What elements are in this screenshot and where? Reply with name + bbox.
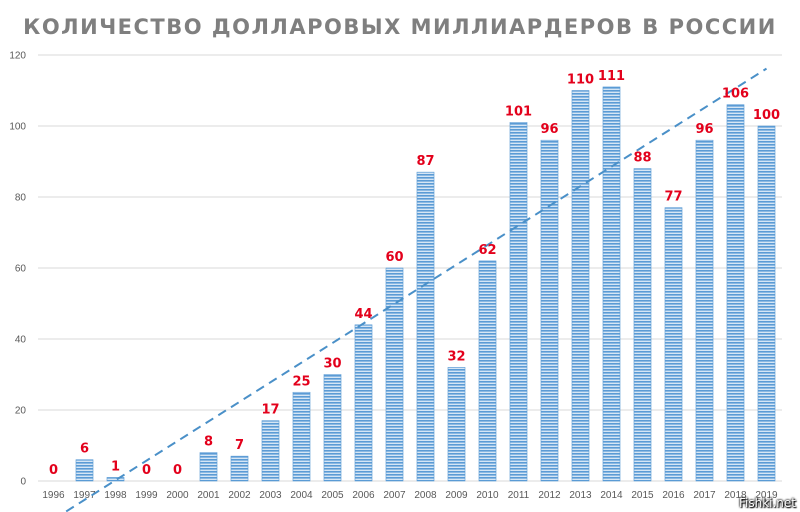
x-tick-label: 2007 [383, 490, 406, 501]
x-tick-label: 2008 [414, 490, 437, 501]
data-label: 6 [80, 442, 89, 457]
trendline [63, 67, 768, 512]
data-label: 8 [204, 435, 213, 450]
chart-title: КОЛИЧЕСТВО ДОЛЛАРОВЫХ МИЛЛИАРДЕРОВ В РОС… [23, 15, 777, 39]
trendline-path [63, 67, 768, 512]
data-label: 17 [261, 403, 279, 418]
x-tick-label: 2000 [166, 490, 189, 501]
x-tick-label: 2016 [662, 490, 685, 501]
bar [106, 477, 125, 482]
x-tick-label: 2015 [631, 490, 654, 501]
x-tick-label: 2005 [321, 490, 344, 501]
x-tick-label: 1998 [104, 490, 127, 501]
bar [726, 104, 745, 482]
x-tick-label: 2011 [508, 490, 530, 501]
y-tick-label: 100 [9, 122, 26, 133]
x-tick-label: 2006 [352, 490, 375, 501]
data-label: 111 [598, 69, 625, 84]
bar [447, 367, 466, 482]
x-tick-label: 2009 [445, 490, 468, 501]
x-axis: 1996 1997 1998 1999 2000 2001 2002 2003 2004 2005… [42, 490, 778, 501]
data-label: 7 [235, 438, 244, 453]
bar [230, 455, 249, 482]
x-tick-label: 2014 [600, 490, 623, 501]
data-label: 77 [664, 190, 682, 205]
data-label: 30 [323, 357, 341, 372]
data-label: 110 [567, 73, 594, 88]
y-tick-label: 120 [9, 51, 26, 62]
bar [695, 139, 714, 482]
data-label: 62 [478, 243, 496, 258]
x-tick-label: 2002 [228, 490, 251, 501]
bar [571, 90, 590, 482]
bar [199, 452, 218, 482]
x-tick-label: 2018 [724, 490, 747, 501]
data-label: 32 [447, 349, 465, 364]
data-label: 0 [49, 463, 58, 478]
watermark: Fishki.net [738, 496, 796, 510]
y-tick-label: 0 [20, 477, 26, 488]
y-axis: 0 20 40 60 80 100 120 [9, 51, 26, 488]
x-tick-label: 1996 [42, 490, 65, 501]
bar [292, 391, 311, 482]
bar [757, 125, 776, 482]
x-tick-label: 2003 [259, 490, 282, 501]
data-label: 88 [633, 151, 651, 166]
y-tick-label: 80 [15, 193, 27, 204]
bar [416, 171, 435, 482]
data-label: 44 [354, 307, 372, 322]
x-tick-label: 2010 [476, 490, 499, 501]
bar [478, 260, 497, 482]
bar [354, 324, 373, 482]
x-tick-label: 1999 [135, 490, 158, 501]
bar [75, 459, 94, 482]
bar [664, 207, 683, 482]
bars [75, 86, 776, 482]
data-label: 96 [695, 122, 713, 137]
bar [540, 139, 559, 482]
data-label: 60 [385, 250, 403, 265]
bar [602, 86, 621, 482]
data-label: 100 [753, 108, 780, 123]
bar [385, 267, 404, 482]
data-label: 1 [111, 459, 120, 474]
x-tick-label: 2001 [197, 490, 220, 501]
bar [323, 374, 342, 482]
x-tick-label: 1997 [73, 490, 96, 501]
gridlines [38, 54, 782, 482]
x-tick-label: 2012 [538, 490, 561, 501]
data-label: 96 [540, 122, 558, 137]
x-tick-label: 2019 [755, 490, 778, 501]
x-tick-label: 2013 [569, 490, 592, 501]
data-label: 101 [505, 104, 532, 119]
data-label: 25 [292, 374, 310, 389]
bar [509, 122, 528, 482]
data-label: 0 [173, 463, 182, 478]
y-tick-label: 60 [15, 264, 27, 275]
data-label: 87 [416, 154, 434, 169]
data-label: 0 [142, 463, 151, 478]
y-tick-label: 40 [15, 335, 27, 346]
x-tick-label: 2017 [693, 490, 716, 501]
bar [261, 420, 280, 482]
x-tick-label: 2004 [290, 490, 313, 501]
y-tick-label: 20 [15, 406, 27, 417]
bar [633, 168, 652, 482]
data-label: 106 [722, 87, 749, 102]
